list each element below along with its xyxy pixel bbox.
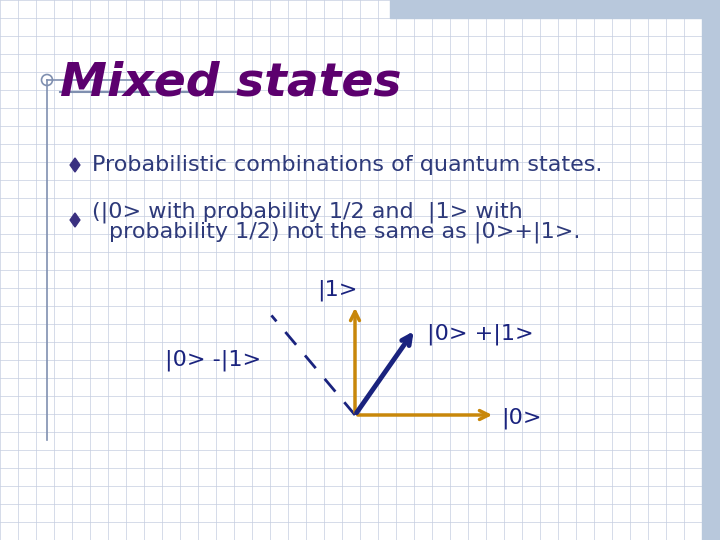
Bar <box>702 0 720 540</box>
Text: |1>: |1> <box>317 280 357 301</box>
Text: |0> -|1>: |0> -|1> <box>166 349 261 371</box>
Text: |0> +|1>: |0> +|1> <box>427 323 534 345</box>
Text: probability 1/2) not the same as |0>+|1>.: probability 1/2) not the same as |0>+|1>… <box>109 221 580 243</box>
Text: (|0> with probability 1/2 and  |1> with: (|0> with probability 1/2 and |1> with <box>92 201 523 222</box>
Text: Probabilistic combinations of quantum states.: Probabilistic combinations of quantum st… <box>92 155 603 175</box>
Polygon shape <box>70 213 80 227</box>
Polygon shape <box>70 158 80 172</box>
Text: Mixed states: Mixed states <box>60 60 402 105</box>
Bar <box>390 0 720 18</box>
Text: |0>: |0> <box>501 407 541 429</box>
